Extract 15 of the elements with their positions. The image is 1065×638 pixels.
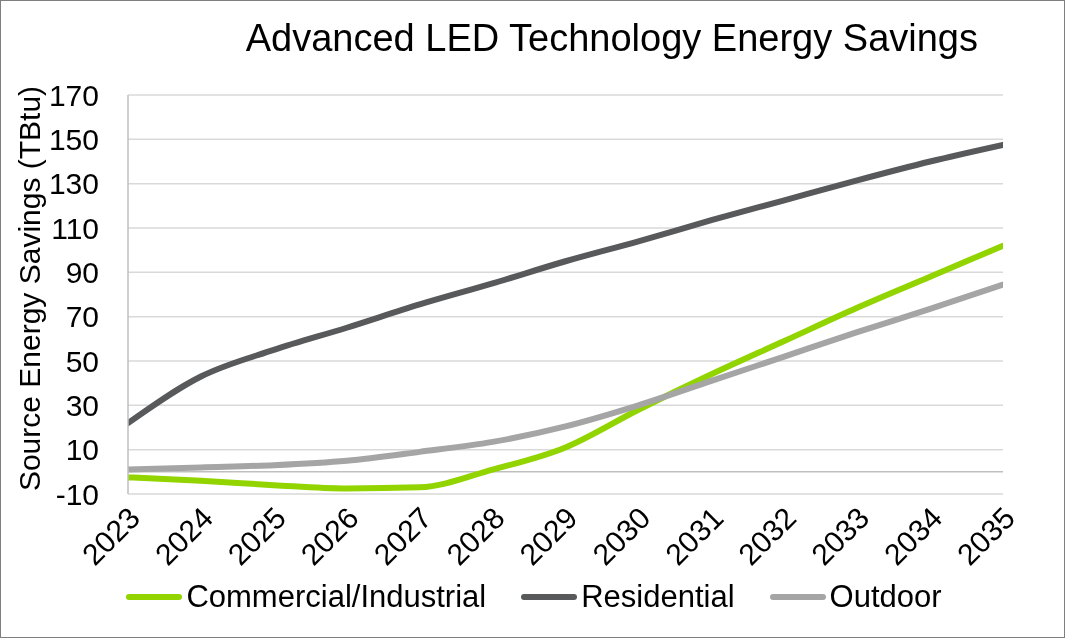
y-axis-title: Source Energy Savings (TBtu) bbox=[12, 85, 45, 491]
legend-label: Residential bbox=[581, 578, 735, 616]
y-tick-label: 10 bbox=[65, 432, 99, 466]
y-tick-label: 90 bbox=[65, 255, 99, 289]
y-tick-label: 150 bbox=[48, 122, 99, 156]
y-tick-label: -10 bbox=[55, 477, 99, 511]
y-tick-label: 50 bbox=[65, 344, 99, 378]
y-tick-label: 170 bbox=[48, 78, 99, 112]
legend-label: Outdoor bbox=[829, 578, 942, 616]
y-tick-label: 130 bbox=[48, 166, 99, 200]
y-tick-label: 70 bbox=[65, 299, 99, 333]
chart-title: Advanced LED Technology Energy Savings bbox=[245, 16, 978, 60]
y-tick-label: 110 bbox=[50, 211, 99, 245]
y-tick-label: 30 bbox=[65, 388, 99, 422]
legend-label: Commercial/Industrial bbox=[186, 578, 487, 616]
